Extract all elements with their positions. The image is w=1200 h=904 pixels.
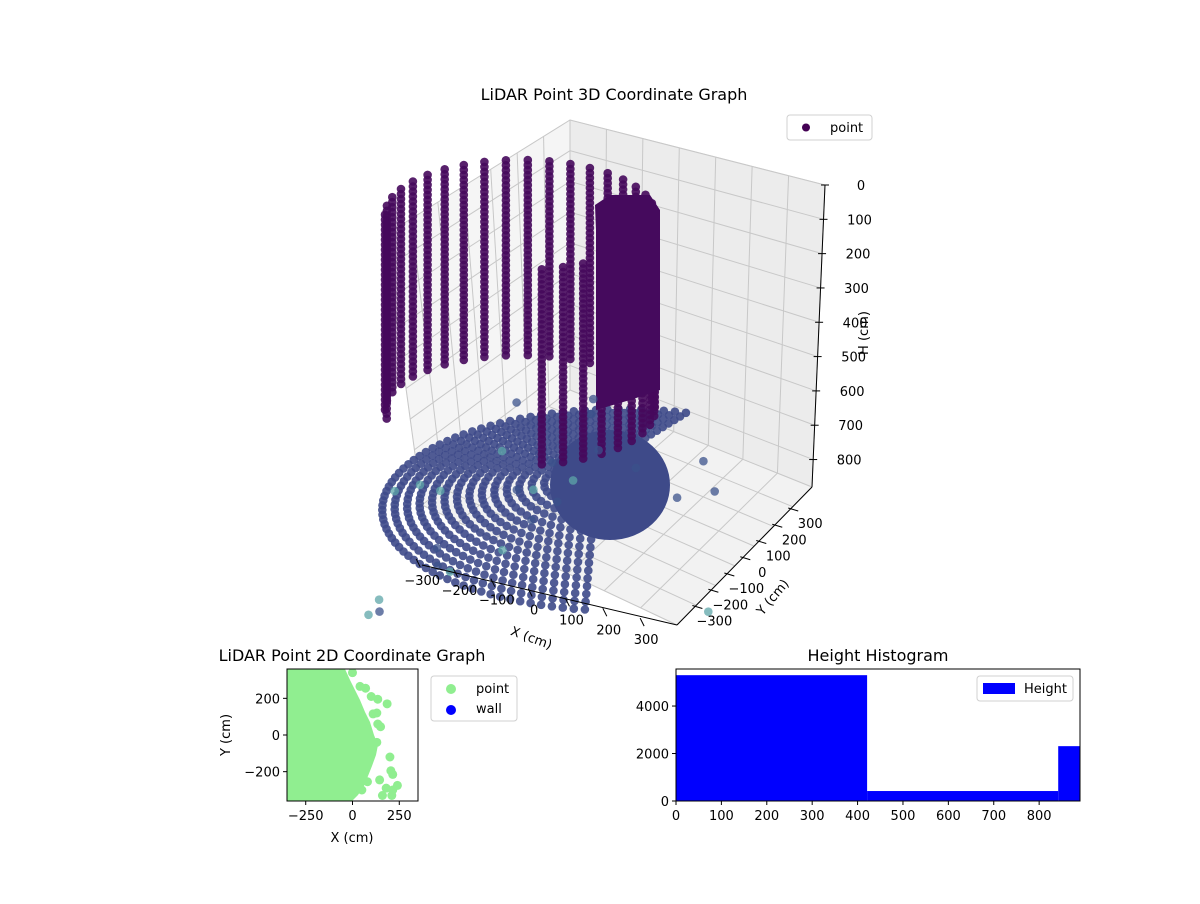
histogram-bar: [676, 675, 868, 801]
svg-text:200: 200: [846, 248, 871, 263]
svg-text:200: 200: [255, 692, 280, 707]
x-axis-label: X (cm): [508, 624, 554, 653]
svg-text:500: 500: [891, 809, 916, 824]
chart-2d: LiDAR Point 2D Coordinate Graph −250 0 250…: [219, 646, 518, 846]
histogram-bars: [676, 675, 1080, 801]
svg-text:0: 0: [272, 729, 280, 744]
ticks-2d: −250 0 250 −200 0 200: [244, 692, 411, 824]
outlier-points: [348, 669, 402, 800]
svg-text:250: 250: [387, 809, 412, 824]
chart-3d-title: LiDAR Point 3D Coordinate Graph: [481, 85, 748, 104]
svg-text:800: 800: [837, 454, 862, 469]
plot-frame-hist: [675, 668, 1081, 802]
svg-text:100: 100: [766, 550, 791, 565]
svg-text:600: 600: [936, 809, 961, 824]
svg-text:0: 0: [758, 566, 766, 581]
svg-text:200: 200: [782, 533, 807, 548]
ticks-3d: 0100200300400500600700800−300−200−100010…: [404, 179, 872, 648]
svg-text:−250: −250: [288, 809, 324, 824]
y-axis-line: [676, 486, 813, 626]
svg-text:400: 400: [843, 316, 868, 331]
x-axis-label-2d: X (cm): [331, 831, 374, 846]
svg-text:−100: −100: [728, 582, 764, 597]
points-3d: [364, 155, 719, 620]
svg-text:200: 200: [596, 623, 621, 638]
legend-label-height: Height: [1024, 682, 1067, 697]
svg-text:0: 0: [857, 179, 865, 194]
svg-text:100: 100: [847, 213, 872, 228]
legend-marker-point-2d: [446, 684, 456, 694]
svg-text:200: 200: [754, 809, 779, 824]
chart-2d-title: LiDAR Point 2D Coordinate Graph: [219, 646, 486, 665]
svg-text:−200: −200: [244, 766, 280, 781]
svg-text:4000: 4000: [636, 700, 669, 715]
svg-text:600: 600: [840, 385, 865, 400]
legend-box-hist: [976, 675, 1074, 702]
svg-text:−300: −300: [404, 574, 440, 589]
legend-label-point-2d: point: [476, 682, 509, 697]
z-axis-line: [811, 184, 826, 488]
svg-text:300: 300: [844, 282, 869, 297]
svg-text:0: 0: [348, 809, 356, 824]
chart-3d-legend: point: [786, 114, 873, 141]
svg-text:0: 0: [672, 809, 680, 824]
point-cloud-region: [287, 669, 378, 801]
legend-label-wall: wall: [476, 702, 502, 717]
svg-text:100: 100: [709, 809, 734, 824]
svg-text:0: 0: [530, 604, 538, 619]
points-2d: [287, 669, 402, 801]
legend-marker-point: [802, 123, 810, 132]
svg-text:−200: −200: [442, 584, 478, 599]
histogram-legend: Height: [976, 675, 1074, 702]
legend-label-point: point: [830, 121, 863, 136]
svg-text:2000: 2000: [636, 748, 669, 763]
svg-text:−100: −100: [479, 594, 515, 609]
y-axis-label-2d: Y (cm): [219, 714, 234, 757]
histogram-bar: [1058, 746, 1080, 801]
legend-box: [786, 114, 873, 141]
chart-2d-legend: point wall: [430, 675, 518, 722]
svg-text:300: 300: [800, 809, 825, 824]
ticks-hist: 0 100 200 300 400 500 600 700 800 0 2000 4000: [636, 700, 1052, 824]
histogram-title: Height Histogram: [808, 646, 949, 665]
legend-marker-wall: [446, 705, 456, 715]
svg-text:100: 100: [559, 613, 584, 628]
x-axis-line: [421, 564, 678, 626]
histogram-bar: [867, 791, 1059, 801]
svg-text:−300: −300: [697, 615, 733, 630]
z-axis-label: H (cm): [857, 311, 872, 355]
svg-text:−200: −200: [713, 598, 749, 613]
svg-text:800: 800: [1027, 809, 1052, 824]
svg-text:300: 300: [798, 517, 823, 532]
svg-text:500: 500: [841, 351, 866, 366]
svg-text:0: 0: [661, 795, 669, 810]
svg-text:300: 300: [634, 633, 659, 648]
chart-3d: LiDAR Point 3D Coordinate Graph 01002003…: [364, 85, 873, 653]
svg-text:700: 700: [838, 419, 863, 434]
svg-text:700: 700: [981, 809, 1006, 824]
legend-swatch-height: [983, 683, 1015, 694]
svg-text:400: 400: [845, 809, 870, 824]
height-histogram: Height Histogram 0 100 200 300 400 500 600 700 8…: [636, 646, 1081, 824]
